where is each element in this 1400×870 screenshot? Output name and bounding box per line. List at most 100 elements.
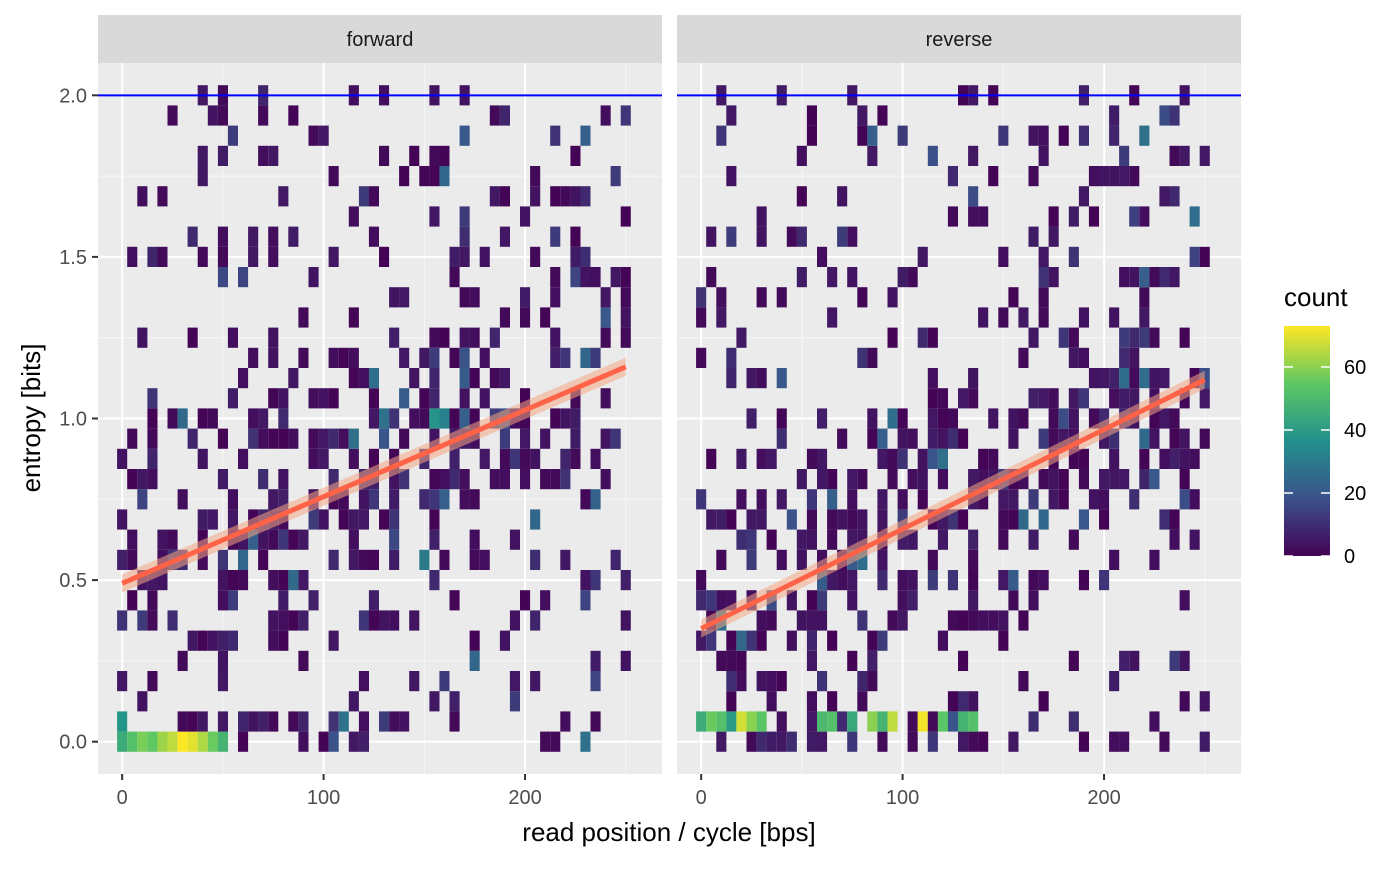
heatmap-tile-reverse [1028,226,1039,247]
heatmap-tile-forward [379,408,390,429]
heatmap-tile-reverse [756,448,767,469]
heatmap-tile-forward [288,529,299,550]
heatmap-tile-forward [227,125,238,146]
heatmap-tile-reverse [1109,671,1120,692]
heatmap-tile-reverse [1088,408,1099,429]
heatmap-tile-reverse [867,428,878,449]
heatmap-tile-forward [580,590,591,611]
heatmap-tile-reverse [1008,509,1019,530]
heatmap-tile-forward [379,145,390,166]
heatmap-tile-forward [358,549,369,570]
heatmap-tile-forward [268,145,279,166]
heatmap-tile-forward [389,610,400,631]
heatmap-tile-reverse [1048,267,1059,288]
heatmap-tile-reverse [1169,408,1180,429]
heatmap-tile-reverse [877,105,888,126]
heatmap-tile-forward [127,469,138,490]
heatmap-tile-reverse [1008,408,1019,429]
heatmap-tile-reverse [988,448,999,469]
y-tick-label: 1.0 [59,409,87,431]
heatmap-tile-forward [600,307,611,328]
heatmap-tile-forward [620,206,631,227]
heatmap-tile-reverse [847,731,858,752]
heatmap-tile-reverse [806,630,817,651]
heatmap-tile-forward [439,549,450,570]
heatmap-tile-reverse [1129,388,1140,409]
heatmap-tile-forward [338,428,349,449]
heatmap-tile-reverse [696,307,707,328]
heatmap-tile-reverse [998,246,1009,267]
heatmap-tile-forward [268,246,279,267]
heatmap-tile-forward [580,570,591,591]
heatmap-tile-reverse [947,166,958,187]
heatmap-tile-reverse [1048,428,1059,449]
heatmap-tile-forward [489,186,500,207]
heatmap-tile-forward [499,186,510,207]
heatmap-tile-forward [600,327,611,348]
heatmap-tile-forward [318,428,329,449]
heatmap-tile-forward [449,267,460,288]
heatmap-tile-reverse [716,590,727,611]
heatmap-tile-forward [298,731,309,752]
heatmap-tile-forward [197,509,208,530]
heatmap-tile-reverse [1149,267,1160,288]
heatmap-tile-forward [368,590,379,611]
heatmap-tile-forward [439,489,450,510]
heatmap-tile-forward [318,388,329,409]
heatmap-tile-reverse [968,145,979,166]
heatmap-tile-reverse [1028,711,1039,732]
heatmap-tile-reverse [1169,267,1180,288]
heatmap-tile-forward [429,469,440,490]
heatmap-tile-forward [439,166,450,187]
heatmap-tile-reverse [978,307,989,328]
heatmap-tile-reverse [766,671,777,692]
heatmap-tile-forward [348,691,359,712]
heatmap-tile-forward [509,529,520,550]
heatmap-tile-forward [610,549,621,570]
heatmap-tile-reverse [746,549,757,570]
heatmap-tile-forward [399,388,410,409]
y-axis-title: entropy [bits] [16,344,46,493]
heatmap-tile-forward [479,549,490,570]
heatmap-tile-reverse [998,529,1009,550]
heatmap-tile-forward [368,549,379,570]
heatmap-tile-reverse [817,731,828,752]
heatmap-tile-reverse [756,509,767,530]
heatmap-tile-reverse [857,347,868,368]
heatmap-tile-reverse [1179,448,1190,469]
heatmap-tile-forward [258,529,269,550]
heatmap-tile-forward [509,610,520,631]
heatmap-tile-reverse [927,570,938,591]
heatmap-tile-reverse [937,448,948,469]
heatmap-tile-forward [358,610,369,631]
heatmap-tile-reverse [988,166,999,187]
heatmap-tile-forward [258,105,269,126]
heatmap-tile-forward [550,469,561,490]
heatmap-tile-forward [238,267,249,288]
heatmap-tile-reverse [817,246,828,267]
heatmap-tile-forward [520,448,531,469]
heatmap-tile-reverse [1139,327,1150,348]
heatmap-tile-forward [449,408,460,429]
heatmap-tile-forward [389,549,400,570]
heatmap-tile-forward [389,711,400,732]
heatmap-tile-forward [278,408,289,429]
heatmap-tile-reverse [1139,307,1150,328]
heatmap-tile-forward [288,428,299,449]
heatmap-tile-forward [560,469,571,490]
heatmap-tile-reverse [1189,489,1200,510]
heatmap-tile-reverse [1189,448,1200,469]
heatmap-tile-forward [610,428,621,449]
heatmap-tile-forward [348,529,359,550]
heatmap-tile-forward [227,327,238,348]
heatmap-tile-reverse [1078,388,1089,409]
heatmap-tile-reverse [1119,347,1130,368]
heatmap-tile-reverse [756,711,767,732]
heatmap-tile-reverse [1038,125,1049,146]
heatmap-tile-reverse [806,529,817,550]
heatmap-tile-forward [298,650,309,671]
heatmap-tile-forward [600,287,611,308]
heatmap-tile-forward [550,226,561,247]
heatmap-tile-reverse [696,711,707,732]
heatmap-tile-reverse [1088,489,1099,510]
